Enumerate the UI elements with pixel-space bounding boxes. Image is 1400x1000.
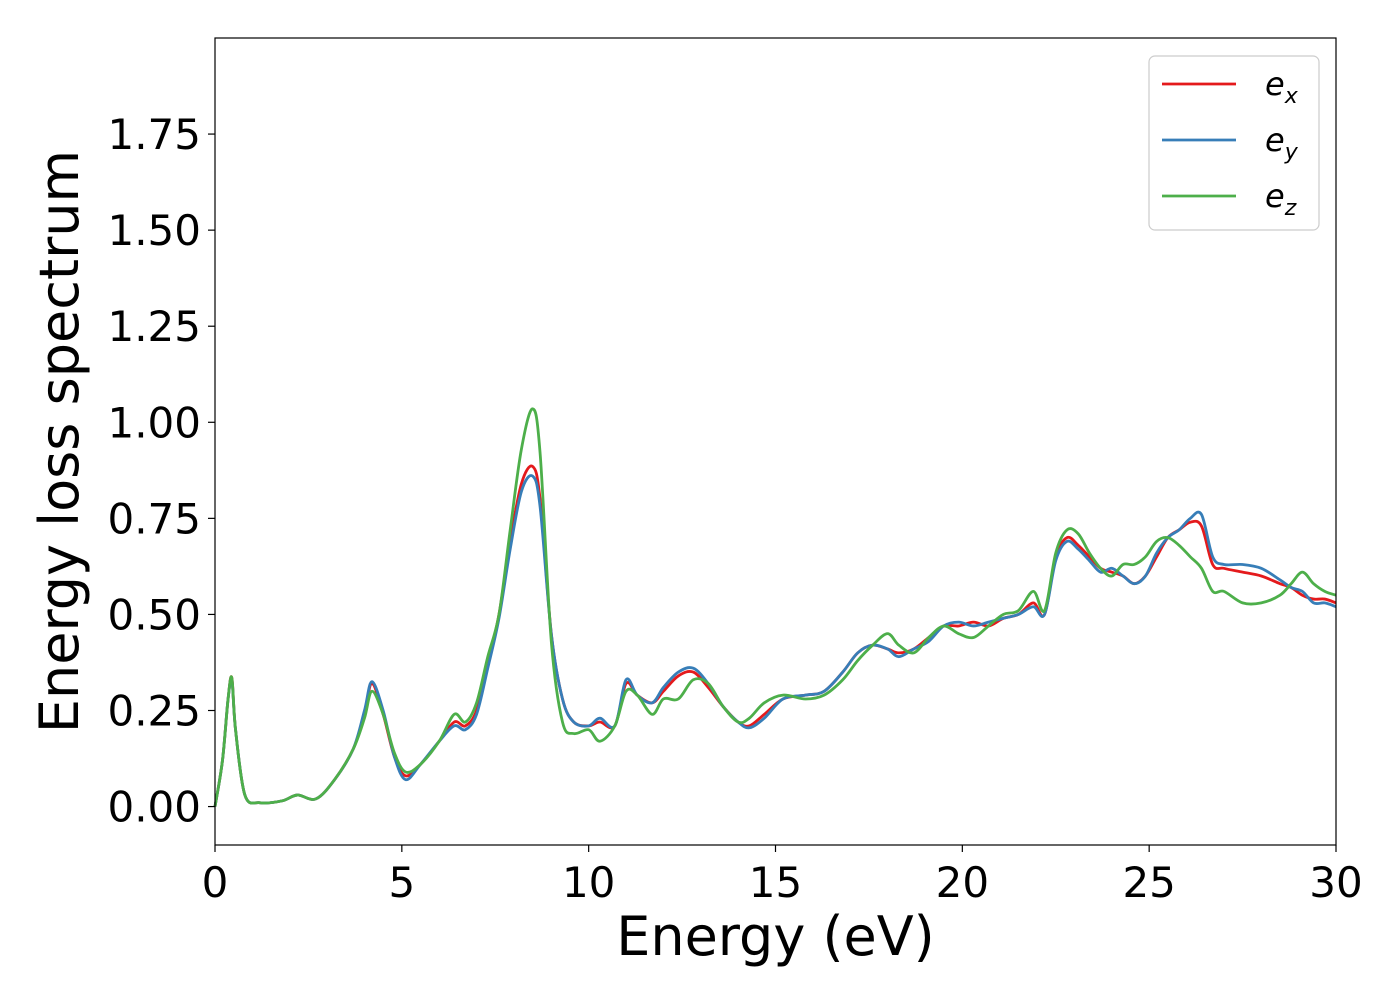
legend-box <box>1148 55 1320 231</box>
y-tick-label: 0.50 <box>107 590 201 639</box>
y-tick-label: 0.00 <box>107 783 201 832</box>
x-tick-label: 25 <box>1122 858 1175 907</box>
legend-item: ex <box>1162 65 1299 109</box>
y-tick-label: 0.25 <box>107 687 201 736</box>
y-axis-label: Energy loss spectrum <box>28 150 91 733</box>
legend-label: ez <box>1265 177 1297 221</box>
y-tick-label: 0.75 <box>107 494 201 543</box>
y-tick-label: 1.25 <box>107 302 201 351</box>
series-layer <box>213 407 1337 807</box>
x-tick-label: 0 <box>202 858 229 907</box>
series-line-e-x <box>213 464 1337 807</box>
x-tick-label: 20 <box>936 858 989 907</box>
y-tick-label: 1.75 <box>107 110 201 159</box>
legend-label: ex <box>1265 65 1299 109</box>
series-line-e-y <box>213 474 1337 807</box>
legend-item: ez <box>1162 177 1297 221</box>
legend-label: ey <box>1265 121 1299 165</box>
legend: ex ey ez <box>1148 55 1320 231</box>
y-tick-label: 1.00 <box>107 398 201 447</box>
x-axis: 0 5 10 15 20 25 30 <box>202 845 1363 907</box>
series-line-e-z <box>213 407 1337 807</box>
x-tick-label: 10 <box>562 858 615 907</box>
x-axis-label: Energy (eV) <box>616 905 935 968</box>
y-tick-label: 1.50 <box>107 206 201 255</box>
y-axis: 0.00 0.25 0.50 0.75 1.00 1.25 1.50 1.75 <box>107 110 215 832</box>
legend-item: ey <box>1162 121 1299 165</box>
x-tick-label: 15 <box>749 858 802 907</box>
x-tick-label: 30 <box>1309 858 1362 907</box>
x-tick-label: 5 <box>388 858 415 907</box>
